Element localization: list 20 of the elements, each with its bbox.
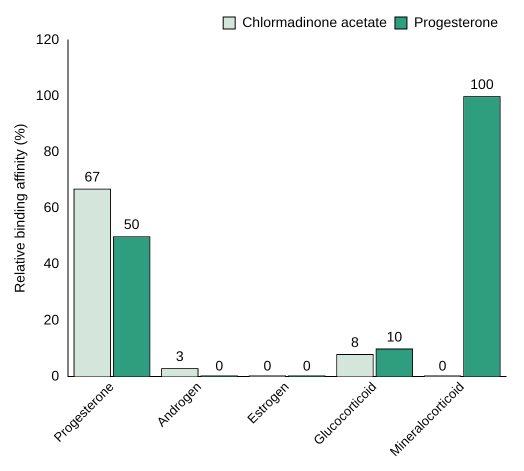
data-label: 50: [124, 216, 140, 232]
data-label: 100: [470, 76, 494, 92]
legend-label: Progesterone: [414, 14, 498, 30]
data-label: 10: [386, 328, 402, 344]
data-label: 8: [351, 334, 360, 350]
legend-label: Chlormadinone acetate: [242, 14, 388, 30]
data-label: 0: [438, 357, 447, 374]
y-axis-title: Relative binding affinity (%): [11, 124, 28, 293]
data-label: 0: [263, 357, 272, 374]
data-label: 0: [215, 357, 224, 374]
data-label: 3: [176, 348, 184, 364]
y-tick-label: 60: [44, 199, 60, 216]
data-label: 67: [84, 168, 100, 184]
y-tick-label: 40: [44, 255, 60, 272]
y-tick-label: 100: [36, 86, 60, 103]
y-tick-label: 20: [44, 311, 60, 328]
y-tick-label: 80: [44, 143, 60, 160]
y-tick-label: 0: [51, 367, 60, 384]
y-tick-label: 120: [36, 30, 60, 47]
data-label: 0: [302, 357, 311, 374]
